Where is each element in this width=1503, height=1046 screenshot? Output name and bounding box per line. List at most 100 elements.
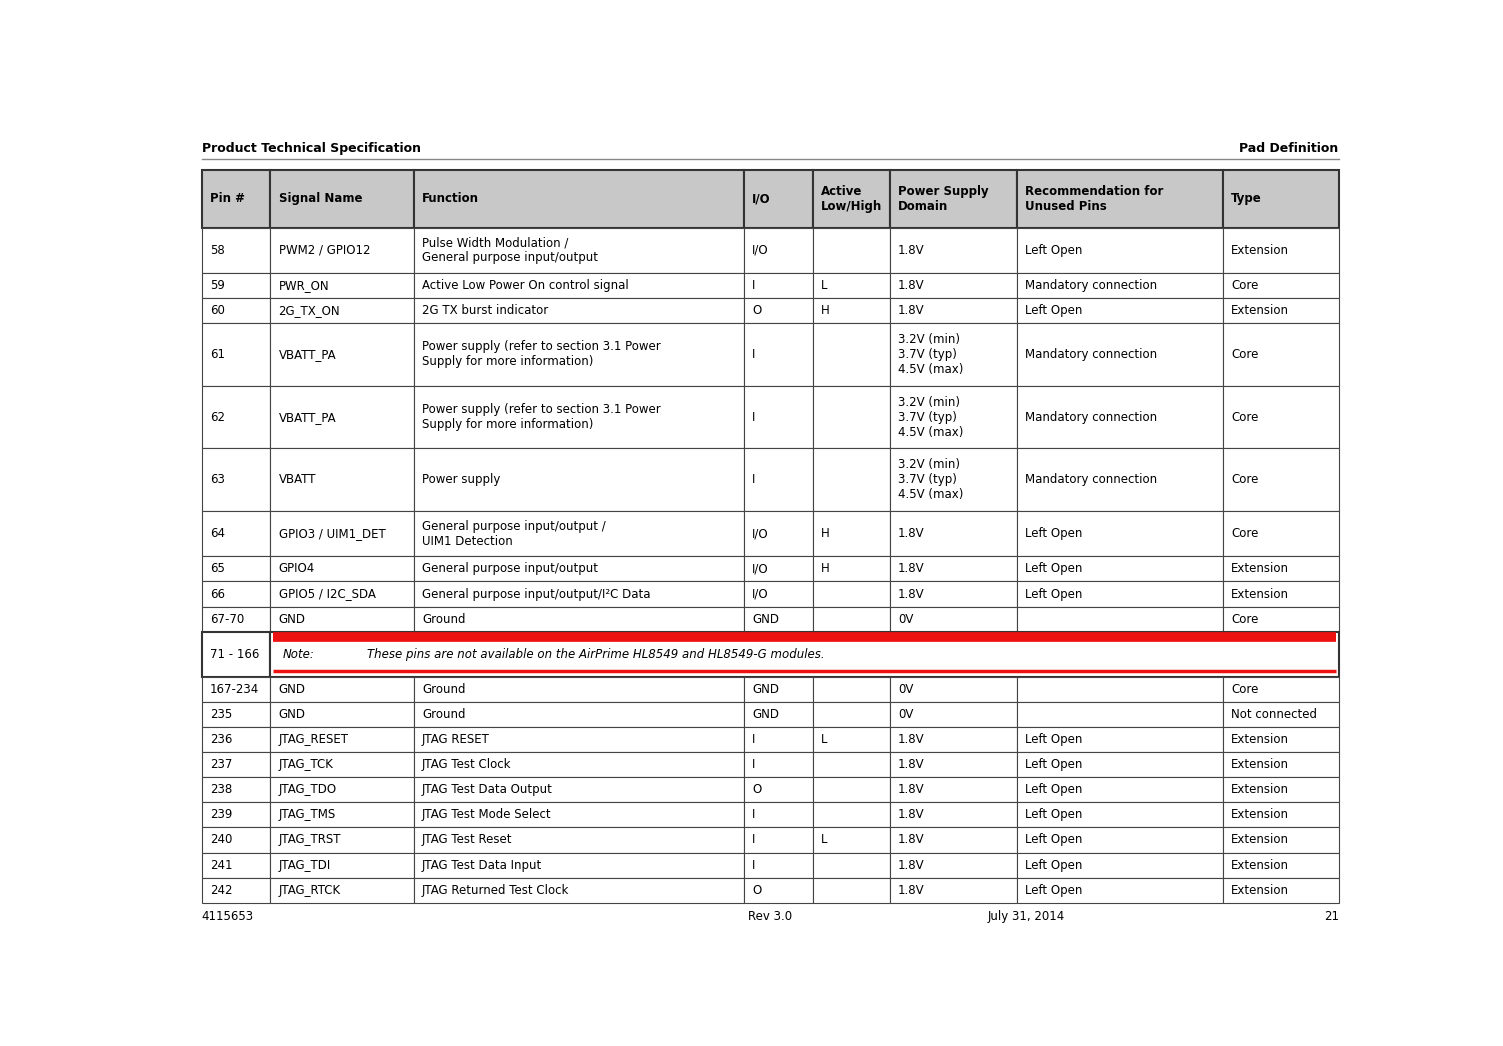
Bar	[890, 511, 1018, 556]
Bar	[890, 727, 1018, 752]
Text: Extension: Extension	[1231, 304, 1290, 317]
Text: 62: 62	[210, 411, 225, 424]
Text: 59: 59	[210, 279, 225, 292]
Text: Left Open: Left Open	[1025, 758, 1082, 771]
Bar	[890, 386, 1018, 449]
Bar	[744, 607, 813, 632]
Text: 60: 60	[210, 304, 225, 317]
Text: L: L	[821, 733, 827, 746]
Bar	[744, 273, 813, 298]
Text: Extension: Extension	[1231, 834, 1290, 846]
Text: Core: Core	[1231, 613, 1258, 626]
Text: I: I	[753, 809, 756, 821]
Bar	[201, 298, 271, 323]
Text: 3.2V (min)
3.7V (typ)
4.5V (max): 3.2V (min) 3.7V (typ) 4.5V (max)	[899, 458, 963, 501]
Bar	[413, 727, 744, 752]
Text: I/O: I/O	[753, 244, 770, 256]
Text: 66: 66	[210, 588, 225, 600]
Bar	[744, 556, 813, 582]
Text: O: O	[753, 783, 762, 796]
Text: GPIO5 / I2C_SDA: GPIO5 / I2C_SDA	[278, 588, 376, 600]
Text: Left Open: Left Open	[1025, 527, 1082, 541]
Bar	[1018, 228, 1223, 273]
Text: Ground: Ground	[422, 613, 466, 626]
Text: Mandatory connection: Mandatory connection	[1025, 411, 1157, 424]
Text: Extension: Extension	[1231, 733, 1290, 746]
Text: 238: 238	[210, 783, 233, 796]
Bar	[271, 702, 413, 727]
Bar	[1223, 802, 1339, 827]
Bar	[201, 273, 271, 298]
Text: PWR_ON: PWR_ON	[278, 279, 329, 292]
Text: Left Open: Left Open	[1025, 809, 1082, 821]
Text: 1.8V: 1.8V	[899, 244, 924, 256]
Bar	[813, 702, 890, 727]
Bar	[201, 449, 271, 511]
Bar	[1223, 727, 1339, 752]
Bar	[890, 852, 1018, 878]
Bar	[744, 727, 813, 752]
Bar	[413, 702, 744, 727]
Bar	[744, 386, 813, 449]
Text: Extension: Extension	[1231, 783, 1290, 796]
Bar	[1223, 777, 1339, 802]
Text: L: L	[821, 279, 827, 292]
Text: I/O: I/O	[753, 527, 770, 541]
Bar	[413, 802, 744, 827]
Text: VBATT: VBATT	[278, 473, 316, 486]
Text: Left Open: Left Open	[1025, 859, 1082, 871]
Bar	[1018, 169, 1223, 228]
Bar	[271, 228, 413, 273]
Bar	[890, 827, 1018, 852]
Text: JTAG_TDO: JTAG_TDO	[278, 783, 337, 796]
Bar	[1223, 556, 1339, 582]
Bar	[1223, 228, 1339, 273]
Bar	[271, 273, 413, 298]
Bar	[890, 449, 1018, 511]
Text: 71 - 166: 71 - 166	[210, 647, 260, 661]
Text: 1.8V: 1.8V	[899, 733, 924, 746]
Text: 241: 241	[210, 859, 233, 871]
Bar	[890, 777, 1018, 802]
Bar	[813, 777, 890, 802]
Text: Extension: Extension	[1231, 588, 1290, 600]
Bar	[413, 556, 744, 582]
Text: 65: 65	[210, 563, 225, 575]
Text: Pad Definition: Pad Definition	[1240, 141, 1339, 155]
Bar	[813, 386, 890, 449]
Text: Power supply (refer to section 3.1 Power
Supply for more information): Power supply (refer to section 3.1 Power…	[422, 340, 661, 368]
Text: General purpose input/output: General purpose input/output	[422, 563, 598, 575]
Text: 239: 239	[210, 809, 233, 821]
Text: Extension: Extension	[1231, 859, 1290, 871]
Text: JTAG_RTCK: JTAG_RTCK	[278, 884, 341, 896]
Bar	[744, 852, 813, 878]
Bar	[1223, 449, 1339, 511]
Text: 242: 242	[210, 884, 233, 896]
Text: 1.8V: 1.8V	[899, 563, 924, 575]
Text: Core: Core	[1231, 683, 1258, 696]
Text: Power supply (refer to section 3.1 Power
Supply for more information): Power supply (refer to section 3.1 Power…	[422, 403, 661, 431]
Bar	[813, 852, 890, 878]
Bar	[890, 228, 1018, 273]
Bar	[890, 878, 1018, 903]
Bar	[1018, 607, 1223, 632]
Bar	[813, 677, 890, 702]
Bar	[1223, 323, 1339, 386]
Bar	[1018, 878, 1223, 903]
Bar	[1018, 752, 1223, 777]
Text: Mandatory connection: Mandatory connection	[1025, 279, 1157, 292]
Bar	[890, 677, 1018, 702]
Text: I: I	[753, 473, 756, 486]
Text: Extension: Extension	[1231, 563, 1290, 575]
Bar	[1018, 852, 1223, 878]
Text: General purpose input/output/I²C Data: General purpose input/output/I²C Data	[422, 588, 651, 600]
Bar	[813, 556, 890, 582]
Bar	[1223, 298, 1339, 323]
Text: 3.2V (min)
3.7V (typ)
4.5V (max): 3.2V (min) 3.7V (typ) 4.5V (max)	[899, 395, 963, 438]
Bar	[1018, 273, 1223, 298]
Bar	[890, 607, 1018, 632]
Text: 0V: 0V	[899, 683, 914, 696]
Bar	[744, 777, 813, 802]
Bar	[1223, 607, 1339, 632]
Text: JTAG Test Data Output: JTAG Test Data Output	[422, 783, 553, 796]
